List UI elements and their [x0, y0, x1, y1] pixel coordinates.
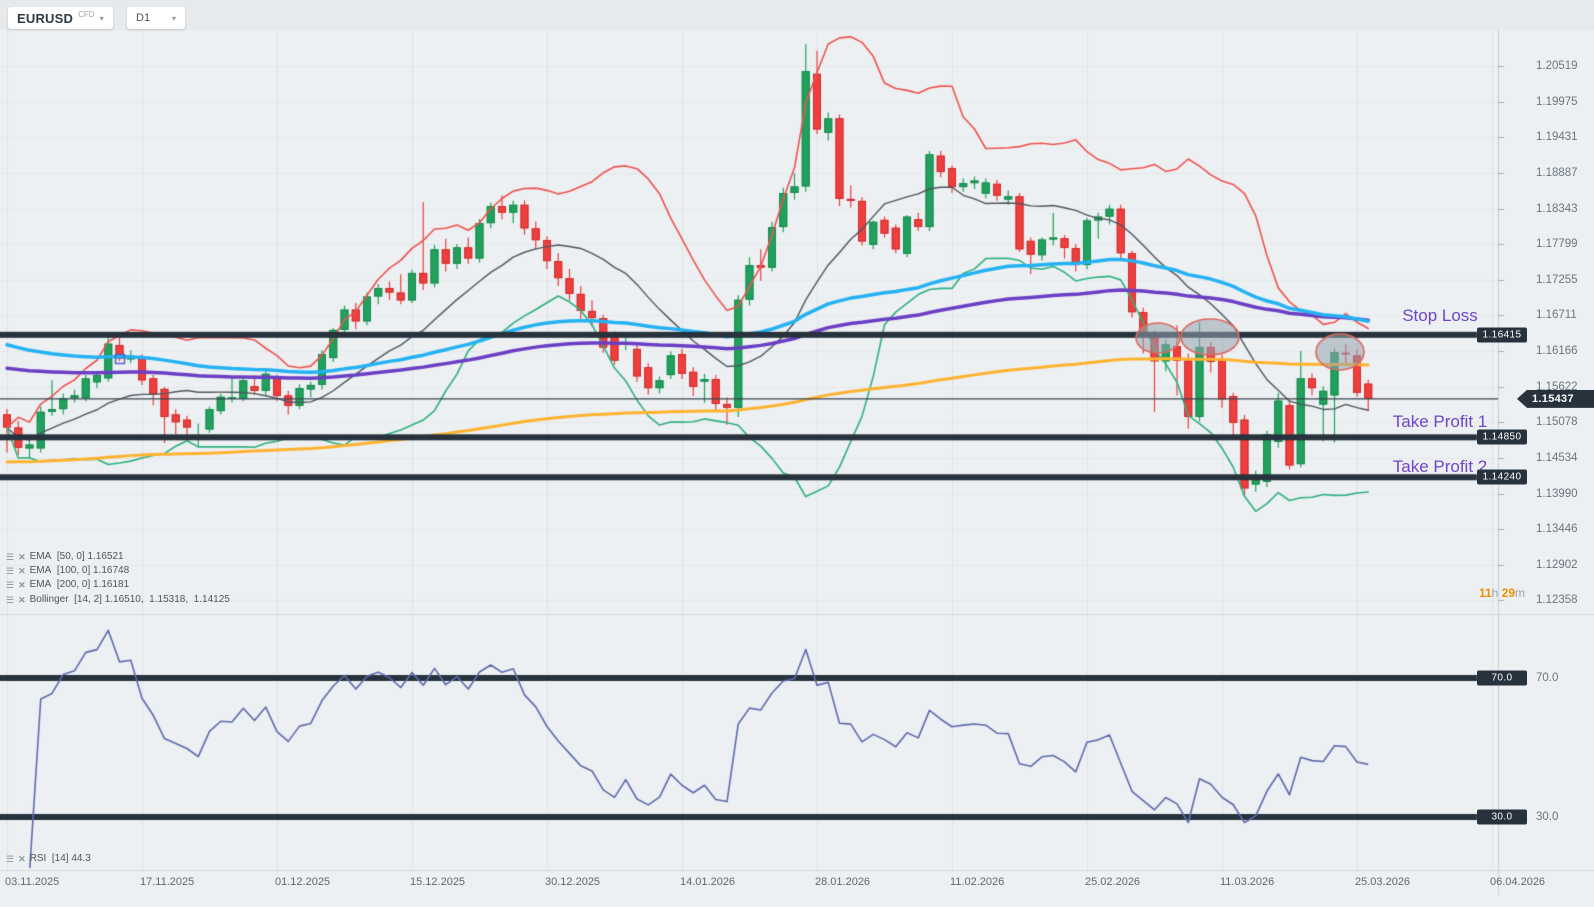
indicator-settings-icon[interactable]: ☰	[6, 565, 15, 576]
indicator-remove-icon[interactable]: ✕	[18, 594, 26, 605]
date-axis-label: 30.12.2025	[545, 876, 601, 888]
price-axis-tick: 1.19431	[1536, 131, 1578, 144]
price-level-chip[interactable]: 1.14240	[1477, 469, 1527, 485]
date-axis-label: 25.02.2026	[1085, 876, 1141, 888]
indicator-remove-icon[interactable]: ✕	[18, 853, 26, 864]
date-axis-label: 11.02.2026	[950, 876, 1005, 888]
price-axis-tick: 1.12902	[1536, 558, 1578, 571]
price-level-chip[interactable]: 1.16415	[1477, 327, 1527, 343]
symbol-selector[interactable]: EURUSD CFD ▾	[8, 7, 113, 29]
indicator-settings-icon[interactable]: ☰	[6, 594, 15, 605]
take-profit-2-annotation[interactable]: Take Profit 2	[1392, 457, 1488, 476]
date-axis-label: 28.01.2026	[815, 876, 871, 888]
price-axis-tick: 1.16166	[1536, 345, 1578, 358]
price-axis-tick: 1.18887	[1536, 166, 1578, 179]
indicator-remove-icon[interactable]: ✕	[18, 551, 26, 562]
chevron-down-icon: ▾	[171, 13, 176, 23]
indicator-settings-icon[interactable]: ☰	[6, 579, 15, 590]
price-axis-tick: 1.17255	[1536, 273, 1578, 286]
price-axis-tick: 1.15622	[1536, 380, 1578, 393]
rsi-level-chip: 30.0	[1477, 809, 1527, 825]
rsi-level-chip: 70.0	[1477, 670, 1527, 686]
price-axis-tick: 1.15078	[1536, 416, 1578, 429]
indicator-label: EMA [50, 0] 1.16521	[29, 551, 124, 562]
current-price-label: 1.15437	[1517, 389, 1594, 408]
date-axis-label: 14.01.2026	[680, 876, 736, 888]
legend-row-rsi: ☰ ✕ RSI [14] 44.3	[6, 853, 91, 864]
rsi-axis-tick: 70.0	[1536, 672, 1559, 684]
timeframe-selector[interactable]: D1 ▾	[127, 7, 185, 29]
timer-hours: 11	[1478, 586, 1492, 600]
symbol-label: EURUSD	[17, 10, 74, 26]
price-axis-tick: 1.20519	[1536, 60, 1578, 72]
date-axis-label: 11.03.2026	[1220, 876, 1275, 888]
legend-row-ema100: ☰ ✕ EMA [100, 0] 1.16748	[6, 565, 129, 576]
candle-countdown-timer: 11h 29m	[1478, 586, 1525, 600]
indicator-label: EMA [200, 0] 1.16181	[29, 579, 130, 590]
indicator-label: Bollinger [14, 2] 1.16510, 1.15318, 1.14…	[29, 594, 230, 605]
price-axis-tick: 1.14534	[1536, 451, 1578, 464]
date-axis-label: 15.12.2025	[410, 876, 466, 888]
price-axis-tick: 1.16711	[1536, 309, 1577, 322]
chevron-down-icon: ▾	[99, 13, 104, 23]
timeframe-label: D1	[136, 12, 151, 24]
indicator-remove-icon[interactable]: ✕	[18, 565, 26, 576]
date-axis-label: 03.11.2025	[5, 876, 60, 888]
stop-loss-annotation[interactable]: Stop Loss	[1402, 306, 1478, 325]
indicator-settings-icon[interactable]: ☰	[6, 551, 15, 562]
indicator-settings-icon[interactable]: ☰	[6, 853, 15, 864]
rsi-axis-tick: 30.0	[1536, 811, 1559, 823]
legend-row-ema200: ☰ ✕ EMA [200, 0] 1.16181	[6, 579, 129, 590]
indicator-remove-icon[interactable]: ✕	[18, 579, 26, 590]
timer-minutes: 29	[1501, 586, 1515, 600]
legend-row-ema50: ☰ ✕ EMA [50, 0] 1.16521	[6, 551, 124, 562]
legend-row-bollinger: ☰ ✕ Bollinger [14, 2] 1.16510, 1.15318, …	[6, 594, 230, 605]
take-profit-1-annotation[interactable]: Take Profit 1	[1392, 412, 1488, 431]
price-axis-tick: 1.17799	[1536, 238, 1578, 251]
date-axis-label: 17.11.2025	[140, 876, 195, 888]
price-axis-tick: 1.12358	[1536, 594, 1578, 607]
date-axis-label: 01.12.2025	[275, 876, 331, 888]
price-axis-tick: 1.13446	[1536, 523, 1578, 536]
date-axis-label: 25.03.2026	[1355, 876, 1411, 888]
price-axis-tick: 1.13990	[1536, 487, 1578, 500]
date-axis-label: 06.04.2026	[1490, 876, 1546, 888]
price-axis-tick: 1.19975	[1536, 95, 1578, 108]
indicator-label: EMA [100, 0] 1.16748	[29, 565, 130, 576]
symbol-type-label: CFD	[78, 10, 95, 19]
price-axis-tick: 1.18343	[1536, 202, 1578, 215]
price-level-chip[interactable]: 1.14850	[1477, 429, 1527, 445]
indicator-label: RSI [14] 44.3	[29, 853, 91, 864]
